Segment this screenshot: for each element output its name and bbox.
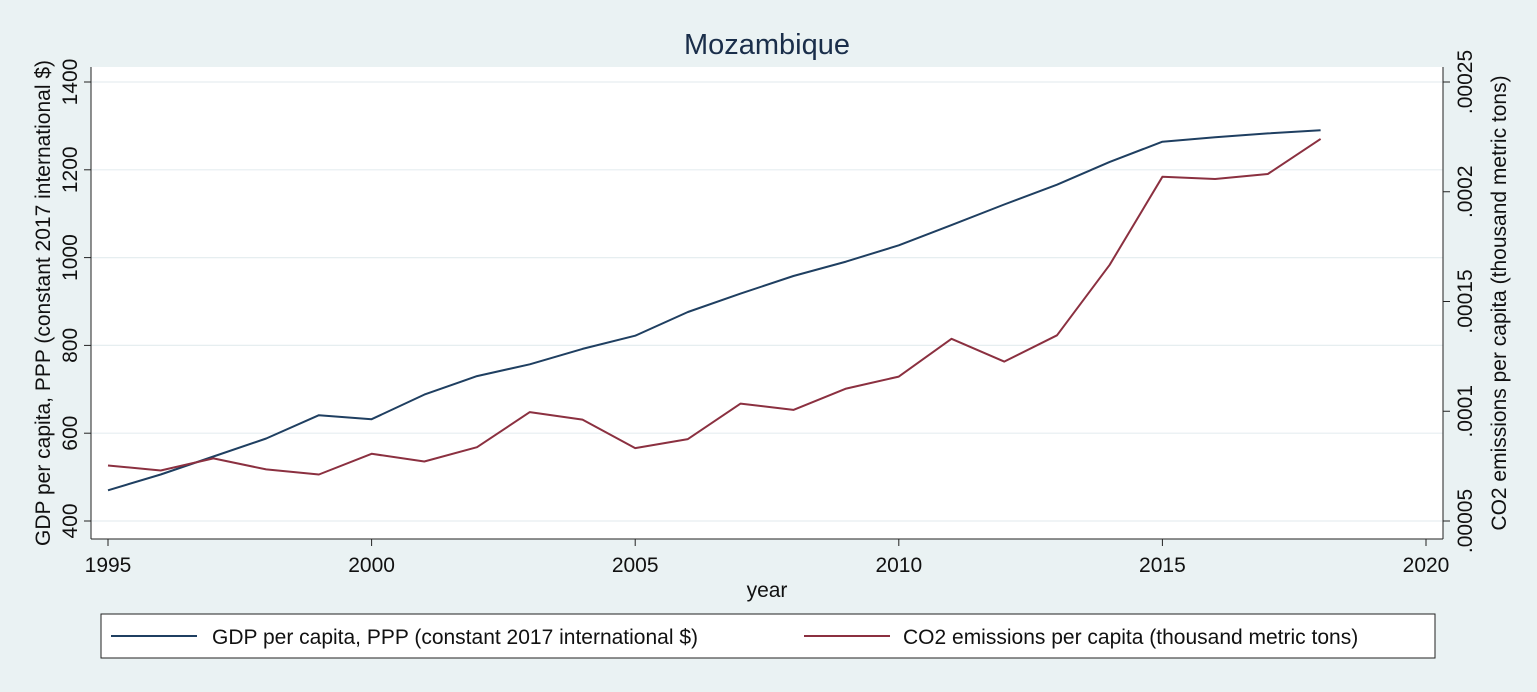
- y-right-tick-label-1: .0001: [1454, 385, 1477, 438]
- axes: 1995 2000 2005 2010 2015 2020 400 600 800 1000 120…: [59, 50, 1477, 577]
- series-line-co2: [107, 138, 1322, 476]
- x-tick-label-0: 1995: [85, 554, 132, 577]
- legend-label-co2: CO2 emissions per capita (thousand metri…: [903, 626, 1358, 649]
- x-tick-label-3: 2010: [875, 554, 922, 577]
- y-axis-label-left: GDP per capita, PPP (constant 2017 inter…: [32, 60, 55, 546]
- legend: GDP per capita, PPP (constant 2017 inter…: [100, 613, 1436, 659]
- y-left-tick-label-5: 1400: [59, 59, 82, 106]
- y-left-tick-label-0: 400: [59, 503, 82, 538]
- y-right-tick-label-2: .00015: [1454, 269, 1477, 333]
- series-lines: [107, 129, 1322, 492]
- y-left-tick-label-2: 800: [59, 328, 82, 363]
- legend-box: [100, 613, 1436, 659]
- plot-area: [91, 67, 1443, 539]
- x-axis-label: year: [747, 579, 788, 602]
- y-axis-label-right: CO2 emissions per capita (thousand metri…: [1488, 75, 1511, 530]
- x-tick-label-4: 2015: [1139, 554, 1186, 577]
- y-left-tick-label-3: 1000: [59, 234, 82, 281]
- chart-title: Mozambique: [684, 29, 850, 61]
- y-right-tick-label-4: .00025: [1454, 50, 1477, 114]
- y-right-tick-label-3: .0002: [1454, 165, 1477, 218]
- gridlines: [91, 81, 1443, 522]
- y-right-tick-label-0: .00005: [1454, 489, 1477, 553]
- series-line-gdp: [107, 129, 1321, 492]
- y-left-tick-label-1: 600: [59, 416, 82, 451]
- x-tick-label-2: 2005: [612, 554, 659, 577]
- legend-label-gdp: GDP per capita, PPP (constant 2017 inter…: [212, 626, 698, 649]
- x-tick-label-1: 2000: [348, 554, 395, 577]
- x-tick-label-5: 2020: [1403, 554, 1450, 577]
- y-left-tick-label-4: 1200: [59, 146, 82, 193]
